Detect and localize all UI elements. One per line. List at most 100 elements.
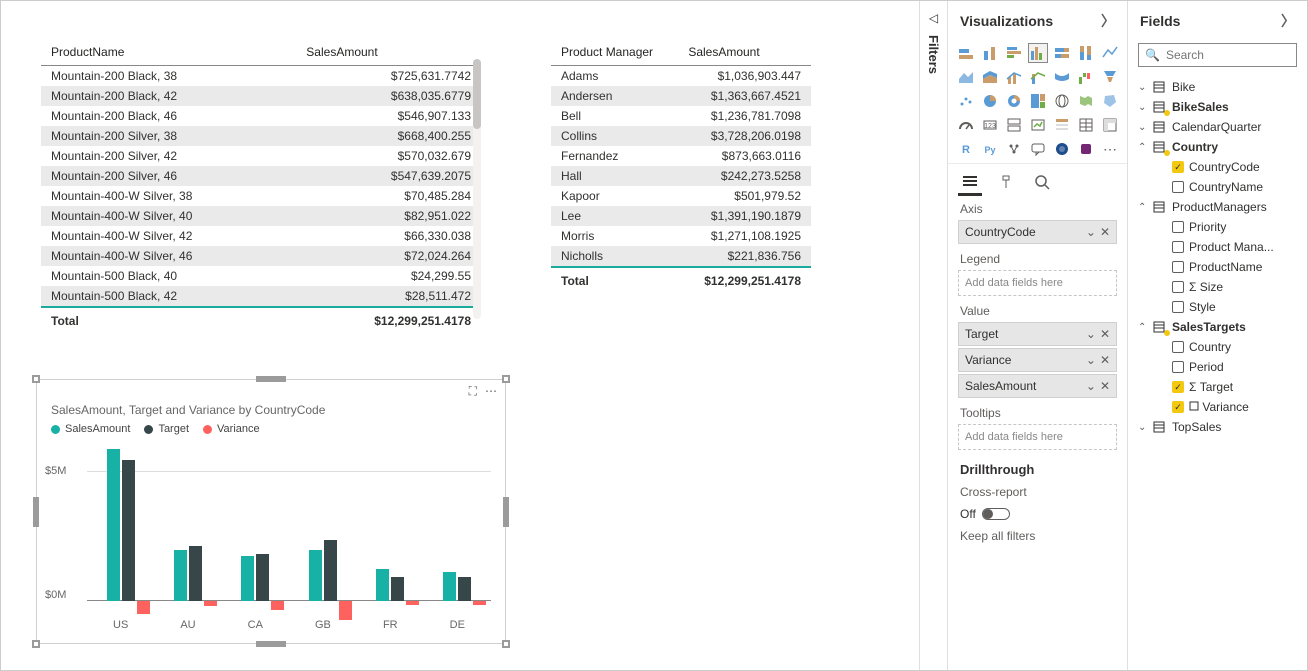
table-row[interactable]: Kapoor$501,979.52 — [551, 186, 811, 206]
value-field-salesamount[interactable]: SalesAmount⌄✕ — [958, 374, 1117, 398]
bar-cluster[interactable] — [107, 449, 135, 601]
table-node-country[interactable]: ⌃Country — [1134, 137, 1301, 157]
fields-tab-icon[interactable] — [962, 174, 978, 190]
treemap-icon[interactable] — [1028, 91, 1048, 111]
tooltips-well-dropzone[interactable]: Add data fields here — [958, 424, 1117, 450]
chart-plot-area[interactable]: $5M $0M USAUCAGBFRDE — [87, 441, 491, 631]
bar-salesamount[interactable] — [174, 550, 187, 601]
field-node[interactable]: Period — [1134, 357, 1301, 377]
area-chart-icon[interactable] — [956, 67, 976, 87]
bar-variance[interactable] — [204, 601, 217, 606]
field-node[interactable]: ✓ Σ Target — [1134, 377, 1301, 397]
table-node-salestargets[interactable]: ⌃SalesTargets — [1134, 317, 1301, 337]
chevron-down-icon[interactable]: ⌄ — [1086, 353, 1096, 367]
bar-variance[interactable] — [339, 601, 352, 620]
table-row[interactable]: Mountain-200 Black, 38$725,631.7742 — [41, 66, 481, 87]
table-row[interactable]: Hall$242,273.5258 — [551, 166, 811, 186]
import-visual-icon[interactable]: ⋯ — [1100, 139, 1120, 159]
pie-icon[interactable] — [980, 91, 1000, 111]
stacked-column-icon[interactable] — [980, 43, 1000, 63]
arcgis-icon[interactable] — [1052, 139, 1072, 159]
field-node[interactable]: Product Mana... — [1134, 237, 1301, 257]
resize-handle-n[interactable] — [256, 376, 286, 382]
table-row[interactable]: Mountain-200 Black, 46$546,907.133 — [41, 106, 481, 126]
chevron-down-icon[interactable]: ⌄ — [1086, 225, 1096, 239]
table-row[interactable]: Mountain-500 Black, 40$24,299.55 — [41, 266, 481, 286]
r-visual-icon[interactable]: R — [956, 139, 976, 159]
products-table-visual[interactable]: ProductName SalesAmount Mountain-200 Bla… — [41, 39, 481, 334]
chevron-down-icon[interactable]: ⌄ — [1086, 379, 1096, 393]
table-row[interactable]: Lee$1,391,190.1879 — [551, 206, 811, 226]
stacked-column-100-icon[interactable] — [1076, 43, 1096, 63]
table-row[interactable]: Mountain-200 Silver, 46$547,639.2075 — [41, 166, 481, 186]
resize-handle-e[interactable] — [503, 497, 509, 527]
value-field-variance[interactable]: Variance⌄✕ — [958, 348, 1117, 372]
table-row[interactable]: Mountain-200 Silver, 42$570,032.679 — [41, 146, 481, 166]
scatter-icon[interactable] — [956, 91, 976, 111]
bar-target[interactable] — [458, 577, 471, 601]
format-tab-icon[interactable] — [998, 174, 1014, 190]
slicer-icon[interactable] — [1052, 115, 1072, 135]
field-node[interactable]: ✓ CountryCode — [1134, 157, 1301, 177]
table-scrollbar[interactable] — [473, 59, 481, 319]
table-row[interactable]: Bell$1,236,781.7098 — [551, 106, 811, 126]
table-row[interactable]: Andersen$1,363,667.4521 — [551, 86, 811, 106]
managers-table-visual[interactable]: Product Manager SalesAmount Adams$1,036,… — [551, 39, 811, 294]
resize-handle-nw[interactable] — [32, 375, 40, 383]
bar-target[interactable] — [122, 460, 135, 601]
ribbon-chart-icon[interactable] — [1052, 67, 1072, 87]
table-row[interactable]: Mountain-400-W Silver, 42$66,330.038 — [41, 226, 481, 246]
bar-target[interactable] — [189, 546, 202, 601]
bar-cluster[interactable] — [309, 540, 337, 601]
legend-item[interactable]: Target — [144, 423, 189, 435]
table-row[interactable]: Mountain-400-W Silver, 46$72,024.264 — [41, 246, 481, 266]
bar-salesamount[interactable] — [443, 572, 456, 601]
line-chart-icon[interactable] — [1100, 43, 1120, 63]
focus-mode-icon[interactable]: ⛶ — [469, 384, 477, 399]
legend-item[interactable]: Variance — [203, 423, 260, 435]
collapse-vis-icon[interactable]: 〉 — [1101, 11, 1115, 31]
resize-handle-sw[interactable] — [32, 640, 40, 648]
bar-salesamount[interactable] — [309, 550, 322, 601]
stacked-bar-100-icon[interactable] — [1052, 43, 1072, 63]
analytics-tab-icon[interactable] — [1034, 174, 1050, 190]
field-node[interactable]: Σ Size — [1134, 277, 1301, 297]
chevron-down-icon[interactable]: ⌄ — [1086, 327, 1096, 341]
line-stacked-column-icon[interactable] — [1028, 67, 1048, 87]
report-canvas[interactable]: ProductName SalesAmount Mountain-200 Bla… — [1, 1, 919, 670]
funnel-icon[interactable] — [1100, 67, 1120, 87]
table-row[interactable]: Morris$1,271,108.1925 — [551, 226, 811, 246]
field-node[interactable]: Priority — [1134, 217, 1301, 237]
more-options-icon[interactable]: ⋯ — [485, 384, 497, 399]
field-node[interactable]: ✓ Variance — [1134, 397, 1301, 417]
bar-target[interactable] — [391, 577, 404, 601]
resize-handle-ne[interactable] — [502, 375, 510, 383]
resize-handle-s[interactable] — [256, 641, 286, 647]
gauge-icon[interactable] — [956, 115, 976, 135]
table-row[interactable]: Mountain-500 Black, 42$28,511.472 — [41, 286, 481, 307]
bar-variance[interactable] — [137, 601, 150, 614]
field-node[interactable]: Country — [1134, 337, 1301, 357]
kpi-icon[interactable] — [1028, 115, 1048, 135]
table-node-bikesales[interactable]: ⌄BikeSales — [1134, 97, 1301, 117]
expand-filters-icon[interactable]: ◁ — [929, 11, 938, 25]
field-node[interactable]: Style — [1134, 297, 1301, 317]
table-node-productmanagers[interactable]: ⌃ProductManagers — [1134, 197, 1301, 217]
donut-icon[interactable] — [1004, 91, 1024, 111]
remove-field-icon[interactable]: ✕ — [1100, 379, 1110, 393]
resize-handle-w[interactable] — [33, 497, 39, 527]
cross-report-toggle[interactable]: Off — [948, 503, 1022, 525]
col-manager[interactable]: Product Manager — [551, 39, 678, 66]
clustered-bar-chart-visual[interactable]: ⛶ ⋯ SalesAmount, Target and Variance by … — [36, 379, 506, 644]
table-row[interactable]: Mountain-400-W Silver, 38$70,485.284 — [41, 186, 481, 206]
bar-cluster[interactable] — [443, 572, 471, 601]
table-row[interactable]: Collins$3,728,206.0198 — [551, 126, 811, 146]
remove-field-icon[interactable]: ✕ — [1100, 327, 1110, 341]
remove-field-icon[interactable]: ✕ — [1100, 225, 1110, 239]
scrollbar-thumb[interactable] — [473, 59, 481, 129]
table-row[interactable]: Mountain-400-W Silver, 40$82,951.022 — [41, 206, 481, 226]
bar-variance[interactable] — [271, 601, 284, 610]
axis-field-countrycode[interactable]: CountryCode⌄✕ — [958, 220, 1117, 244]
shape-map-icon[interactable] — [1100, 91, 1120, 111]
bar-salesamount[interactable] — [376, 569, 389, 601]
